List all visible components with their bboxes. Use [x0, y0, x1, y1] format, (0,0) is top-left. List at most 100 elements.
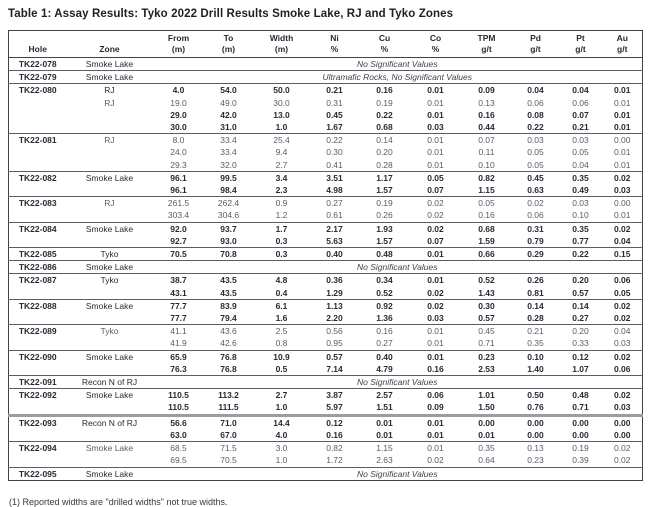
zone-cell: [67, 429, 153, 442]
value-cell: 0.01: [613, 97, 631, 108]
value-cell: 0.01: [427, 85, 444, 96]
value-cell: 0.82: [326, 443, 343, 454]
value-cell: 0.9: [275, 198, 288, 209]
zone-cell: Recon N of RJ: [81, 417, 138, 428]
value-cell: 0.92: [376, 300, 393, 311]
value-cell: 0.01: [427, 135, 444, 146]
zone-cell: Smoke Lake: [85, 351, 134, 362]
value-cell: 70.8: [220, 249, 237, 260]
column-header-co: Co%: [429, 33, 442, 54]
value-cell: 0.02: [613, 300, 631, 311]
value-cell: 0.16: [427, 363, 444, 374]
column-header-width: Width (m): [269, 33, 294, 54]
hole-group-tk22-094: TK22-094 Smoke Lake 68.5 71.5 3.0 0.82 1.15 0.0…: [8, 441, 643, 467]
value-cell: 2.17: [326, 223, 343, 234]
value-cell: 76.8: [220, 363, 237, 374]
value-cell: 0.01: [613, 109, 631, 120]
value-cell: 0.31: [326, 97, 343, 108]
value-cell: 0.01: [613, 122, 631, 133]
value-cell: 0.4: [275, 287, 288, 298]
value-cell: 0.13: [478, 97, 495, 108]
table-row: 76.3 76.8 0.5 7.14 4.79 0.16 2.53 1.40 1.07 0.06: [9, 363, 643, 376]
hole-cell: [9, 312, 67, 325]
value-cell: 0.16: [376, 326, 393, 337]
table-row: TK22-087 Tyko 38.7 43.5 4.8 0.36 0.34 0.01 0.52 0…: [9, 274, 643, 287]
value-cell: 1.17: [376, 172, 393, 183]
value-cell: 0.05: [572, 147, 589, 158]
value-cell: 0.95: [326, 338, 343, 349]
value-cell: 0.40: [326, 249, 343, 260]
value-cell: 0.19: [376, 198, 393, 209]
value-cell: 1.0: [275, 402, 288, 413]
zone-cell: [67, 363, 153, 376]
zone-cell: RJ: [104, 135, 115, 146]
zone-cell: [67, 312, 153, 325]
value-cell: 0.10: [527, 351, 544, 362]
value-cell: 1.15: [478, 185, 495, 196]
value-cell: 70.5: [220, 455, 237, 466]
value-cell: 0.00: [613, 198, 631, 209]
hole-group-tk22-091: TK22-091 Recon N of RJ No Significant Valu…: [8, 375, 643, 389]
hole-cell: [9, 235, 67, 248]
value-cell: 1.59: [478, 235, 495, 246]
value-cell: 32.0: [220, 159, 237, 170]
hole-cell: TK22-091: [18, 377, 57, 388]
value-cell: 33.4: [220, 135, 237, 146]
value-cell: 113.2: [218, 390, 239, 401]
value-cell: 111.5: [218, 402, 239, 413]
value-cell: 98.4: [220, 185, 237, 196]
value-cell: 3.87: [326, 390, 343, 401]
value-cell: 0.02: [613, 390, 631, 401]
value-cell: 0.05: [527, 159, 544, 170]
value-cell: 63.0: [170, 429, 187, 440]
value-cell: 0.04: [613, 235, 631, 246]
value-cell: 3.4: [275, 172, 288, 183]
hole-group-tk22-095: TK22-095 Smoke Lake No Significant Values: [8, 467, 643, 480]
value-cell: 70.5: [170, 249, 187, 260]
value-cell: 0.03: [527, 135, 544, 146]
zone-cell: [67, 146, 153, 158]
value-cell: 31.0: [220, 122, 237, 133]
value-cell: 0.71: [478, 338, 495, 349]
value-cell: 0.57: [572, 287, 589, 298]
value-cell: 304.6: [217, 210, 240, 221]
value-cell: 0.26: [376, 210, 393, 221]
zone-cell: [67, 184, 153, 197]
value-cell: 96.1: [170, 185, 187, 196]
column-header-zone: Zone: [99, 44, 120, 54]
table-row: 29.0 42.0 13.0 0.45 0.22 0.01 0.16 0.08 0.07 0.01: [9, 109, 643, 121]
value-cell: 0.15: [613, 249, 631, 260]
value-cell: 0.08: [527, 109, 544, 120]
value-cell: 261.5: [167, 198, 190, 209]
value-cell: 0.40: [376, 351, 393, 362]
no-significant-values-note: No Significant Values: [357, 377, 438, 388]
value-cell: 0.03: [613, 338, 631, 349]
table-row: TK22-091 Recon N of RJ No Significant Valu…: [9, 376, 643, 389]
value-cell: 30.0: [170, 122, 187, 133]
hole-cell: TK22-083: [18, 198, 57, 209]
value-cell: 0.64: [478, 455, 495, 466]
hole-group-tk22-084: TK22-084 Smoke Lake 92.0 93.7 1.7 2.17 1.93 0.0…: [8, 222, 643, 248]
hole-group-tk22-090: TK22-090 Smoke Lake 65.9 76.8 10.9 0.57 0.40 0.…: [8, 350, 643, 376]
value-cell: 0.45: [527, 172, 544, 183]
table-header: Hole Zone From (m) To (m) Width (m) Ni% Cu% Co% TPM…: [8, 31, 643, 58]
value-cell: 0.23: [527, 455, 544, 466]
value-cell: 0.06: [572, 97, 589, 108]
value-cell: 0.22: [572, 249, 589, 260]
value-cell: 0.35: [572, 172, 589, 183]
zone-cell: Smoke Lake: [85, 468, 134, 479]
table-row: TK22-082 Smoke Lake 96.1 99.5 3.4 3.51 1.17 0.0…: [9, 171, 643, 184]
value-cell: 0.21: [572, 122, 589, 133]
value-cell: 0.56: [326, 326, 343, 337]
value-cell: 0.03: [572, 135, 589, 146]
value-cell: 0.04: [613, 326, 631, 337]
zone-cell: Tyko: [100, 275, 119, 286]
zone-cell: [67, 209, 153, 222]
value-cell: 0.16: [478, 210, 495, 221]
value-cell: 0.28: [527, 313, 544, 324]
value-cell: 0.57: [326, 351, 343, 362]
value-cell: 0.01: [427, 326, 444, 337]
value-cell: 0.50: [527, 390, 544, 401]
value-cell: 0.27: [376, 338, 393, 349]
value-cell: 0.00: [572, 429, 589, 440]
